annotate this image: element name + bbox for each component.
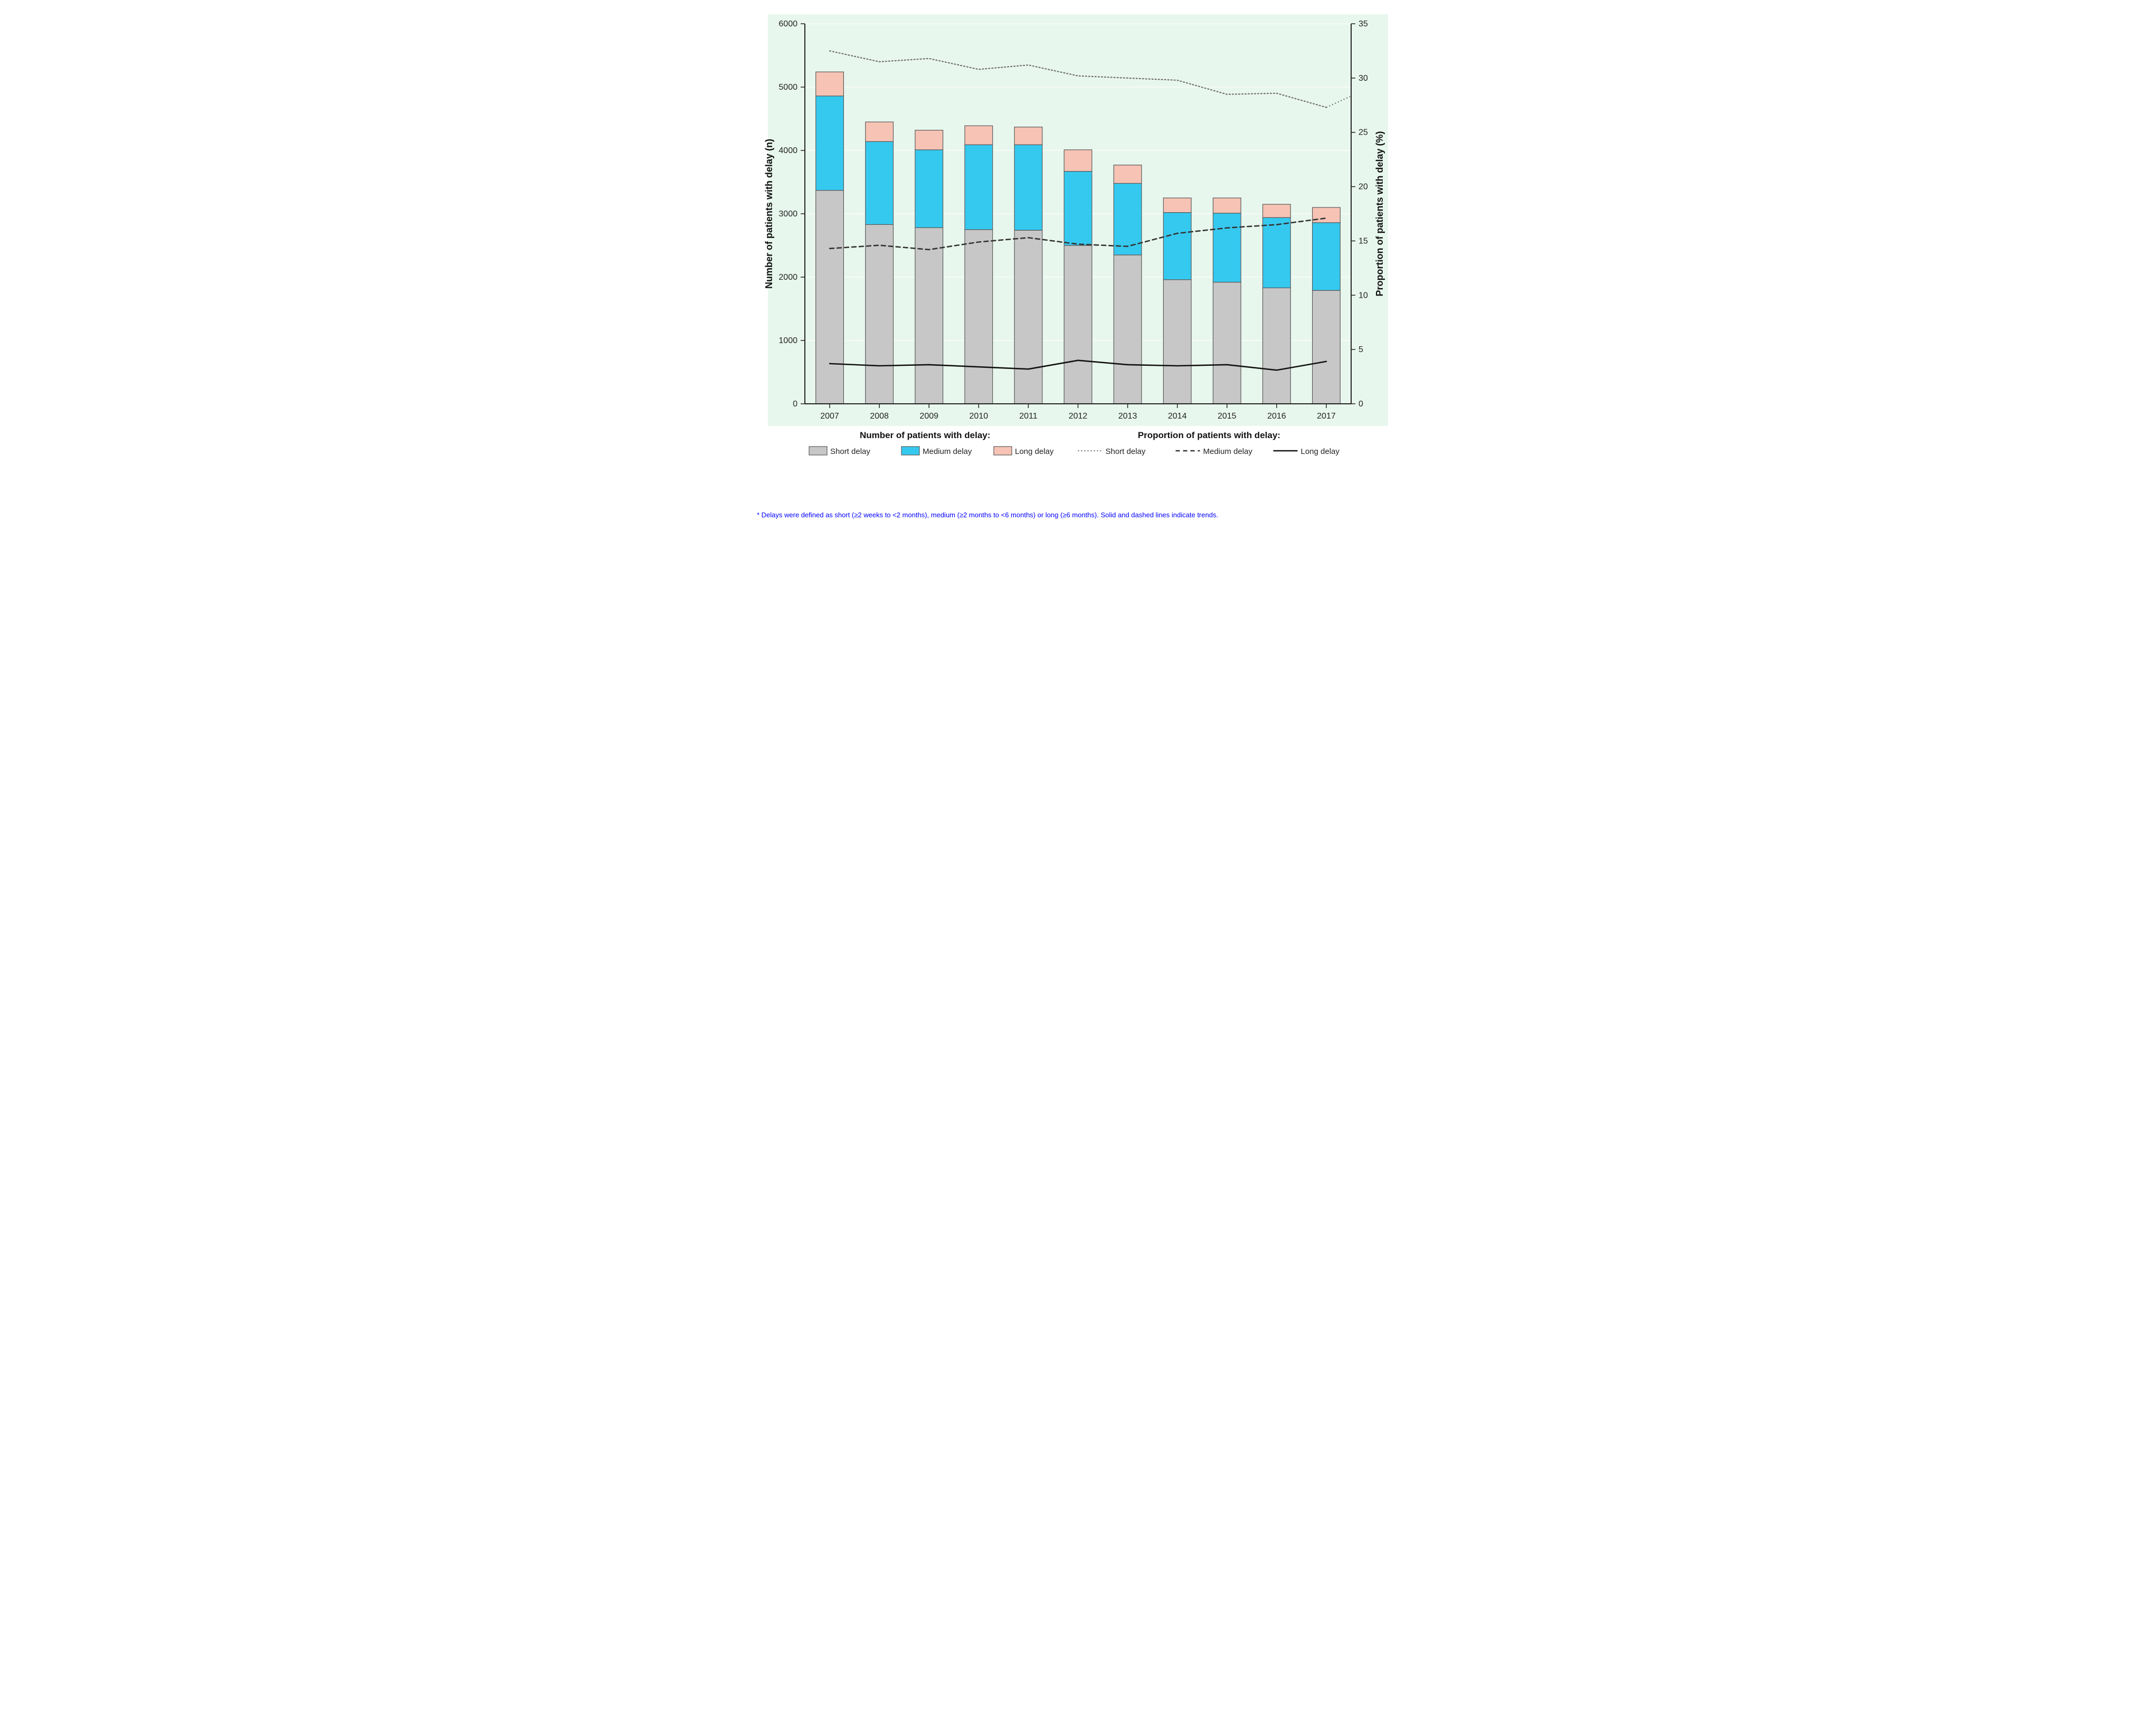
bar-long <box>1064 150 1092 172</box>
svg-text:0: 0 <box>793 400 797 409</box>
bar-long <box>1263 204 1291 217</box>
bar-short <box>965 230 993 404</box>
bar-long <box>866 122 894 141</box>
x-tick-label: 2007 <box>820 412 839 421</box>
svg-text:0: 0 <box>1359 400 1363 409</box>
legend-swatch <box>901 447 919 455</box>
svg-text:3000: 3000 <box>778 210 797 219</box>
legend-label: Medium delay <box>923 447 972 456</box>
svg-text:5000: 5000 <box>778 83 797 92</box>
bar-medium <box>816 96 844 191</box>
footnote-text: * Delays were defined as short (≥2 weeks… <box>755 511 1401 519</box>
bar-long <box>1313 207 1341 223</box>
x-tick-label: 2017 <box>1317 412 1336 421</box>
svg-text:25: 25 <box>1359 128 1368 137</box>
legend-right-title: Proportion of patients with delay: <box>1138 430 1280 440</box>
bar-short <box>1313 290 1341 404</box>
x-tick-label: 2009 <box>919 412 938 421</box>
chart-container: 0 1000 2000 3000 4000 5000 6000 0 5 10 15 20 25 30 35 2… <box>755 11 1401 519</box>
bar-long <box>1114 165 1142 184</box>
bar-short <box>1213 282 1241 404</box>
bar-short <box>1014 230 1042 404</box>
legend-left-title: Number of patients with delay: <box>860 430 990 440</box>
bar-medium <box>1014 145 1042 230</box>
svg-text:10: 10 <box>1359 291 1368 300</box>
bar-long <box>1014 127 1042 145</box>
bar-medium <box>866 141 894 224</box>
bar-long <box>965 126 993 145</box>
svg-text:1000: 1000 <box>778 336 797 345</box>
bar-medium <box>1213 213 1241 282</box>
svg-text:5: 5 <box>1359 345 1363 354</box>
legend-label: Long delay <box>1301 447 1340 456</box>
left-axis-title: Number of patients with delay (n) <box>764 139 774 289</box>
bar-medium <box>965 145 993 230</box>
legend-label: Short delay <box>1106 447 1146 456</box>
legend-swatch <box>809 447 827 455</box>
svg-text:4000: 4000 <box>778 146 797 155</box>
bar-short <box>1163 280 1191 404</box>
x-tick-label: 2015 <box>1218 412 1237 421</box>
svg-text:15: 15 <box>1359 236 1368 245</box>
bar-medium <box>1313 223 1341 290</box>
legend-label: Long delay <box>1015 447 1054 456</box>
bar-medium <box>1263 217 1291 288</box>
bar-short <box>1263 288 1291 404</box>
legend-label: Short delay <box>830 447 870 456</box>
svg-text:35: 35 <box>1359 20 1368 29</box>
bar-medium <box>1064 172 1092 245</box>
right-axis-title: Proportion of patients with delay (%) <box>1374 131 1385 296</box>
bar-long <box>915 130 943 150</box>
bar-short <box>1064 245 1092 404</box>
bar-medium <box>1163 213 1191 280</box>
legend-swatch <box>994 447 1012 455</box>
x-tick-label: 2016 <box>1267 412 1286 421</box>
x-tick-label: 2011 <box>1019 412 1038 421</box>
bar-long <box>816 72 844 96</box>
x-tick-label: 2012 <box>1069 412 1088 421</box>
delay-chart: 0 1000 2000 3000 4000 5000 6000 0 5 10 15 20 25 30 35 2… <box>755 11 1401 507</box>
bar-long <box>1213 198 1241 213</box>
svg-text:20: 20 <box>1359 183 1368 192</box>
svg-text:6000: 6000 <box>778 20 797 29</box>
bar-medium <box>915 150 943 228</box>
bar-medium <box>1114 183 1142 255</box>
bar-short <box>915 228 943 404</box>
bar-short <box>816 191 844 404</box>
x-tick-label: 2013 <box>1118 412 1137 421</box>
bar-short <box>866 224 894 404</box>
legend-label: Medium delay <box>1203 447 1253 456</box>
x-tick-label: 2008 <box>870 412 889 421</box>
x-tick-label: 2010 <box>970 412 989 421</box>
svg-text:2000: 2000 <box>778 273 797 282</box>
svg-text:30: 30 <box>1359 74 1368 83</box>
bar-long <box>1163 198 1191 213</box>
bar-short <box>1114 255 1142 404</box>
x-tick-label: 2014 <box>1168 412 1187 421</box>
